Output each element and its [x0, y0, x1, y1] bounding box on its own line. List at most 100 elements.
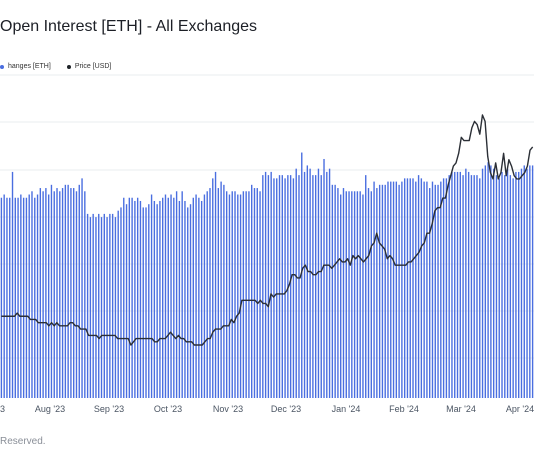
open-interest-bar [156, 204, 158, 398]
open-interest-bar [276, 178, 278, 398]
legend-swatch-open-interest [0, 64, 4, 69]
open-interest-bar [445, 178, 448, 398]
open-interest-bar [384, 184, 386, 398]
open-interest-bar [114, 217, 117, 398]
open-interest-bar [292, 178, 295, 398]
open-interest-bar [406, 178, 409, 398]
open-interest-bar [81, 178, 83, 398]
open-interest-bar [228, 194, 231, 398]
open-interest-bar [476, 175, 478, 398]
open-interest-bar [531, 165, 534, 398]
open-interest-bar [70, 188, 72, 398]
open-interest-bar [498, 178, 500, 398]
open-interest-bar [34, 197, 36, 398]
open-interest-bar [387, 181, 389, 398]
open-interest-bar [401, 181, 403, 398]
x-tick-label: Oct '23 [154, 404, 182, 414]
open-interest-bar [39, 188, 42, 398]
open-interest-bar [403, 178, 406, 398]
open-interest-bar [340, 194, 342, 398]
open-interest-bar [506, 168, 509, 398]
open-interest-bar [184, 200, 186, 398]
open-interest-bar [501, 171, 503, 398]
open-interest-bar [28, 194, 30, 398]
open-interest-bar [359, 191, 361, 398]
open-interest-bar [312, 175, 314, 398]
open-interest-bar [342, 188, 345, 398]
open-interest-bar [128, 197, 131, 398]
open-interest-bar [9, 197, 11, 398]
open-interest-bar [520, 168, 523, 398]
open-interest-bar [378, 184, 381, 398]
open-interest-bar [451, 171, 453, 398]
open-interest-bar [181, 191, 183, 398]
open-interest-bar [203, 194, 206, 398]
open-interest-bar [117, 210, 119, 398]
open-interest-bar [45, 188, 47, 398]
open-interest-bar [454, 171, 456, 398]
legend-item-open-interest[interactable]: hanges [ETH] [0, 63, 51, 70]
open-interest-bar [373, 181, 375, 398]
x-tick-label: Feb '24 [389, 404, 419, 414]
open-interest-bar [3, 194, 5, 398]
open-interest-bar [334, 184, 336, 398]
open-interest-bar [409, 178, 411, 398]
open-interest-bar [0, 197, 3, 398]
open-interest-bar [281, 175, 283, 398]
open-interest-bar [214, 171, 217, 398]
open-interest-bar [11, 171, 14, 398]
open-interest-bar [314, 175, 317, 398]
open-interest-bar [59, 191, 61, 398]
x-tick-label: Aug '23 [35, 404, 65, 414]
open-interest-bar [473, 175, 475, 398]
open-interest-bar [459, 171, 461, 398]
open-interest-bar [353, 191, 356, 398]
open-interest-bar [417, 175, 420, 398]
open-interest-bar [515, 171, 517, 398]
open-interest-bar [356, 191, 359, 398]
open-interest-bar [84, 191, 86, 398]
open-interest-bar [212, 178, 214, 398]
x-tick-label: Sep '23 [94, 404, 124, 414]
open-interest-bar [365, 175, 367, 398]
x-tick-label: Nov '23 [213, 404, 243, 414]
open-interest-bar [167, 197, 169, 398]
open-interest-bar [220, 181, 222, 398]
open-interest-bar [237, 194, 239, 398]
open-interest-bar [256, 188, 258, 398]
open-interest-bar [395, 181, 398, 398]
open-interest-bar [25, 197, 28, 398]
open-interest-bar [262, 175, 264, 398]
open-interest-bar [6, 197, 8, 398]
open-interest-bar [495, 175, 498, 398]
x-tick-label: Apr '24 [506, 404, 534, 414]
price-line [1, 114, 534, 346]
open-interest-bar [317, 168, 320, 398]
open-interest-bar [295, 168, 297, 398]
open-interest-bar [42, 191, 44, 398]
open-interest-bar [142, 207, 144, 398]
x-axis-ticks: 3 Aug '23 Sep '23 Oct '23 Nov '23 Dec '23 Jan … [0, 404, 534, 414]
open-interest-bar [150, 194, 153, 398]
open-interest-bar [111, 213, 114, 398]
open-interest-bar [323, 158, 325, 398]
open-interest-bar [434, 184, 436, 398]
open-interest-bar [86, 213, 89, 398]
open-interest-bar [420, 178, 423, 398]
open-interest-bar [123, 197, 125, 398]
open-interest-bar [529, 165, 531, 398]
open-interest-bar [64, 184, 67, 398]
open-interest-bar [306, 165, 309, 398]
open-interest-bar [14, 197, 16, 398]
open-interest-bar [200, 200, 203, 398]
open-interest-bar [145, 207, 147, 398]
legend-item-price[interactable]: Price [USD] [66, 63, 111, 70]
open-interest-bar [98, 213, 100, 398]
open-interest-bar [20, 194, 22, 398]
open-interest-bar [67, 184, 69, 398]
open-interest-bar [47, 194, 50, 398]
open-interest-bar [370, 191, 372, 398]
open-interest-bar [120, 207, 122, 398]
open-interest-bar [242, 191, 245, 398]
